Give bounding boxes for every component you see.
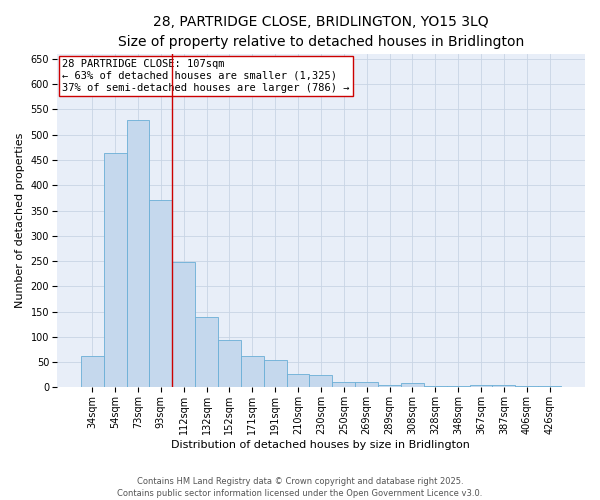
Bar [264,360,287,388]
Bar [493,386,515,388]
Bar [287,374,310,388]
Text: 28 PARTRIDGE CLOSE: 107sqm
← 63% of detached houses are smaller (1,325)
37% of s: 28 PARTRIDGE CLOSE: 107sqm ← 63% of deta… [62,60,350,92]
Bar [401,384,424,388]
Bar [355,382,378,388]
Text: Contains HM Land Registry data © Crown copyright and database right 2025.
Contai: Contains HM Land Registry data © Crown c… [118,476,482,498]
Bar [538,386,561,388]
Bar [81,356,104,388]
Bar [310,375,332,388]
Bar [424,386,446,388]
Bar [127,120,149,388]
Bar [104,154,127,388]
Bar [241,356,264,388]
Y-axis label: Number of detached properties: Number of detached properties [15,133,25,308]
Title: 28, PARTRIDGE CLOSE, BRIDLINGTON, YO15 3LQ
Size of property relative to detached: 28, PARTRIDGE CLOSE, BRIDLINGTON, YO15 3… [118,15,524,48]
Bar [446,386,470,388]
Bar [515,386,538,388]
Bar [172,262,195,388]
X-axis label: Distribution of detached houses by size in Bridlington: Distribution of detached houses by size … [172,440,470,450]
Bar [378,385,401,388]
Bar [218,340,241,388]
Bar [195,316,218,388]
Bar [332,382,355,388]
Bar [470,385,493,388]
Bar [149,200,172,388]
